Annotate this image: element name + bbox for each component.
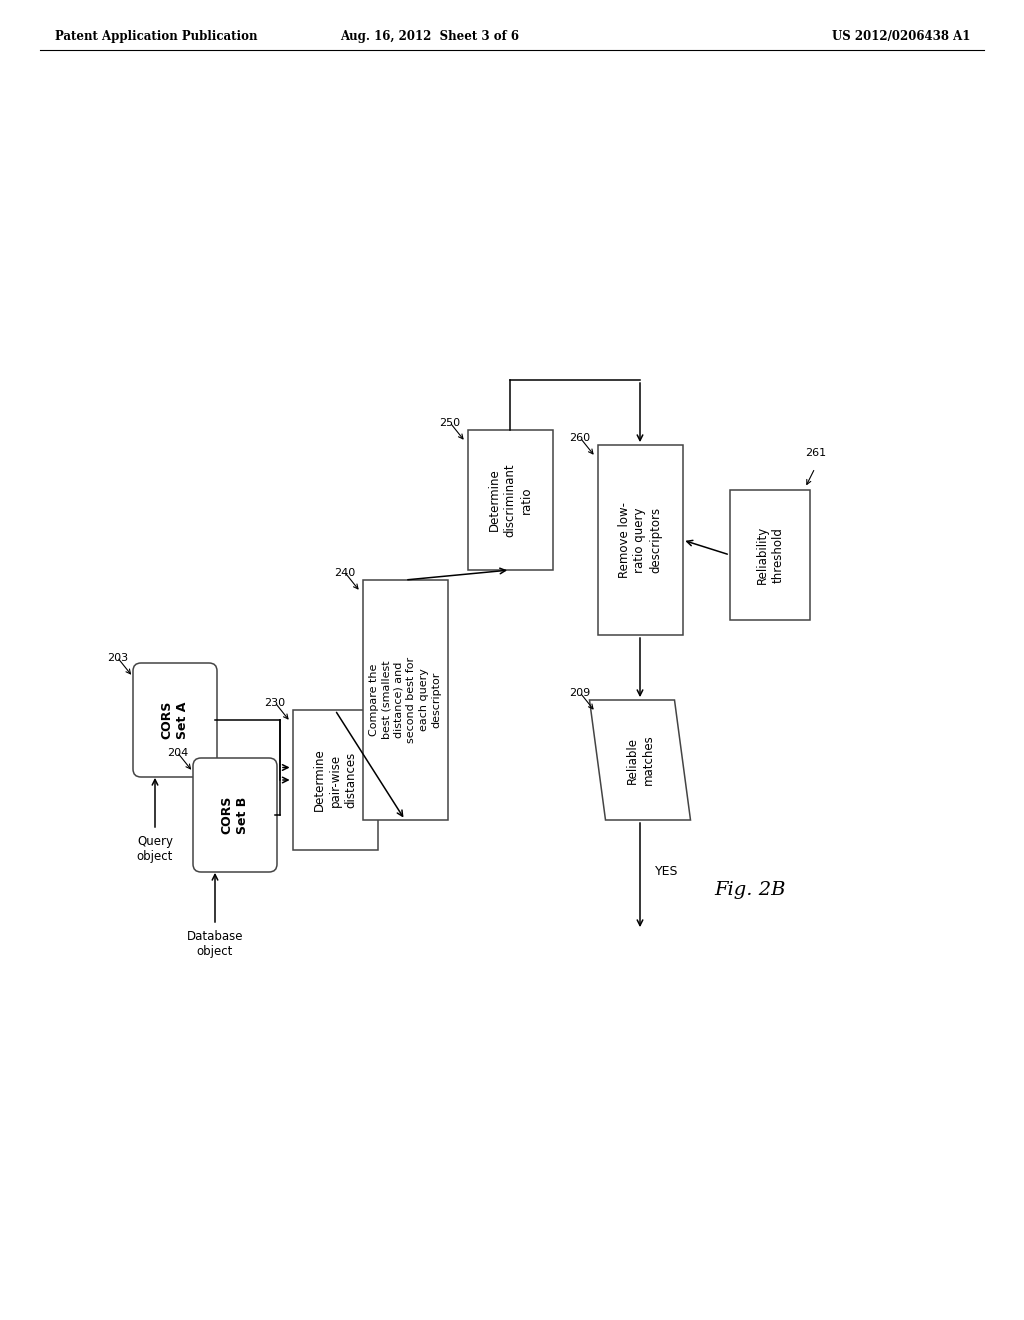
Text: 209: 209 (569, 688, 591, 698)
FancyBboxPatch shape (468, 430, 553, 570)
FancyBboxPatch shape (730, 490, 810, 620)
Text: 261: 261 (805, 447, 826, 458)
Text: Determine
discriminant
ratio: Determine discriminant ratio (487, 463, 532, 537)
Text: Query
object: Query object (137, 836, 173, 863)
Text: CORS
Set B: CORS Set B (220, 796, 250, 834)
Text: Database
object: Database object (186, 931, 244, 958)
Text: Determine
pair-wise
distances: Determine pair-wise distances (312, 748, 357, 812)
Text: CORS
Set A: CORS Set A (161, 701, 189, 739)
Text: 203: 203 (106, 653, 128, 663)
Text: Remove low-
ratio query
descriptors: Remove low- ratio query descriptors (617, 502, 663, 578)
Text: 230: 230 (264, 698, 286, 708)
Text: Compare the
best (smallest
distance) and
second best for
each query
descriptor: Compare the best (smallest distance) and… (369, 657, 441, 743)
FancyBboxPatch shape (193, 758, 278, 873)
Text: Fig. 2B: Fig. 2B (715, 880, 785, 899)
Text: Aug. 16, 2012  Sheet 3 of 6: Aug. 16, 2012 Sheet 3 of 6 (341, 30, 519, 44)
Text: US 2012/0206438 A1: US 2012/0206438 A1 (831, 30, 970, 44)
Text: Patent Application Publication: Patent Application Publication (55, 30, 257, 44)
FancyBboxPatch shape (597, 445, 683, 635)
FancyBboxPatch shape (362, 579, 447, 820)
FancyBboxPatch shape (293, 710, 378, 850)
Text: Reliable
matches: Reliable matches (626, 735, 654, 785)
Text: 260: 260 (569, 433, 591, 444)
Text: 240: 240 (335, 568, 355, 578)
Text: Reliability
threshold: Reliability threshold (756, 525, 784, 585)
Text: 204: 204 (167, 748, 188, 758)
FancyBboxPatch shape (133, 663, 217, 777)
Text: 250: 250 (439, 418, 461, 428)
Text: YES: YES (655, 865, 679, 878)
Polygon shape (590, 700, 690, 820)
